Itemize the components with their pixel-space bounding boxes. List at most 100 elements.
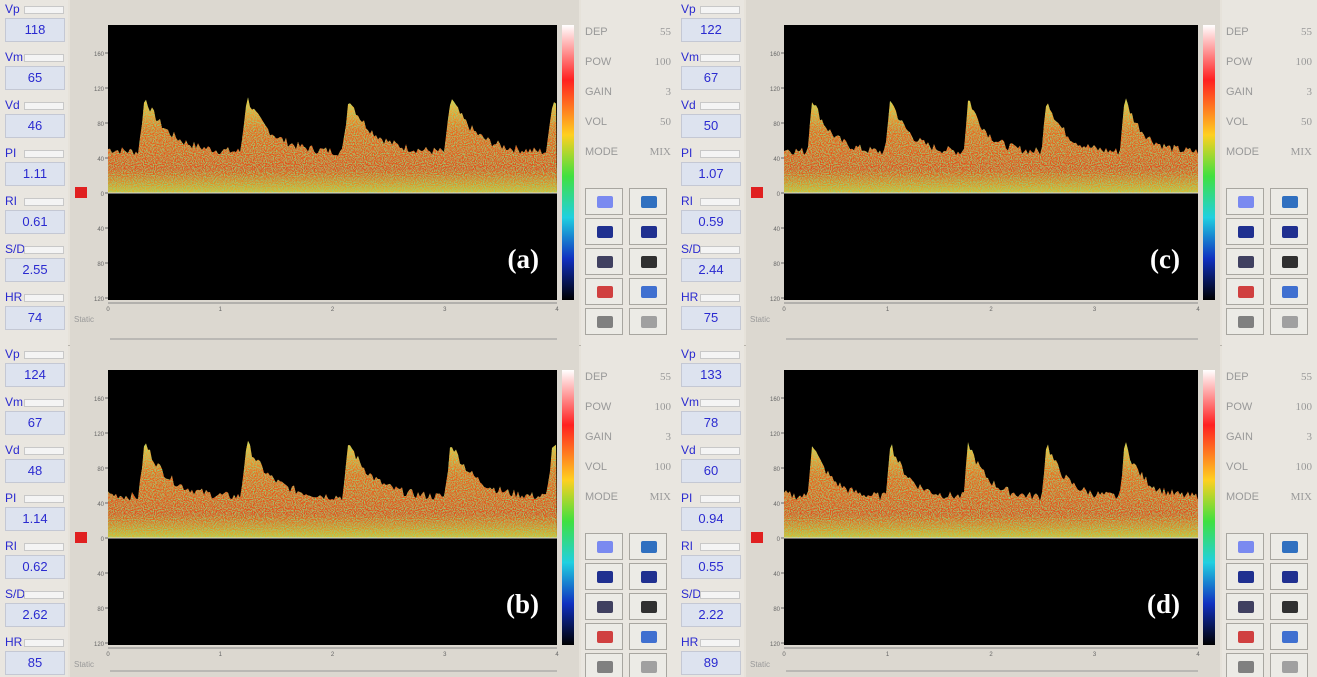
measurement-value: 2.44 xyxy=(681,258,741,282)
y-axis-label: 120 xyxy=(94,87,105,93)
toolbar-button[interactable] xyxy=(585,218,623,245)
measurement-label: RI xyxy=(5,194,17,208)
setting-value: 3 xyxy=(665,86,672,98)
measurement-label: S/D xyxy=(5,587,26,601)
setting: GAIN 3 xyxy=(585,431,671,443)
toolbar-button[interactable] xyxy=(1226,563,1264,590)
measurement-value: 122 xyxy=(681,18,741,42)
measurement: Vp 118 xyxy=(2,2,66,48)
y-axis-label: 40 xyxy=(773,572,780,578)
measurement-value: 2.22 xyxy=(681,603,741,627)
button-icon xyxy=(1238,316,1254,328)
toolbar-button[interactable] xyxy=(585,623,623,650)
toolbar-button[interactable] xyxy=(1270,563,1308,590)
toolbar-button[interactable] xyxy=(1226,593,1264,620)
button-icon xyxy=(1238,571,1254,583)
setting-label: POW xyxy=(585,401,612,413)
toolbar-button[interactable] xyxy=(629,593,667,620)
toolbar-button[interactable] xyxy=(1226,248,1264,275)
toolbar-button[interactable] xyxy=(629,188,667,215)
x-axis-label: 0 xyxy=(106,307,110,313)
measurement-slider xyxy=(24,447,64,455)
button-icon xyxy=(1238,286,1254,298)
settings-column: DEP 55 POW 100 GAIN 3 VOL 100 MODE MIX xyxy=(581,345,676,677)
mode-label: Static xyxy=(750,660,770,669)
toolbar-button[interactable] xyxy=(1226,188,1264,215)
toolbar-button[interactable] xyxy=(1270,188,1308,215)
measurement-value: 67 xyxy=(5,411,65,435)
toolbar-button[interactable] xyxy=(1270,533,1308,560)
setting-value: 55 xyxy=(1301,371,1312,383)
toolbar-button[interactable] xyxy=(1226,623,1264,650)
toolbar-button[interactable] xyxy=(1270,593,1308,620)
toolbar-button[interactable] xyxy=(585,248,623,275)
panel: Vp 118 Vm 65 Vd 46 PI 1.11 RI 0.61 S/D 2.55 HR 74 160 1… xyxy=(0,0,676,346)
measurement-column: Vp 122 Vm 67 Vd 50 PI 1.07 RI 0.59 S/D 2.44 HR 75 xyxy=(676,0,744,345)
toolbar-button[interactable] xyxy=(1270,218,1308,245)
toolbar-button[interactable] xyxy=(1270,653,1308,677)
y-axis-label: 40 xyxy=(97,502,104,508)
setting: DEP 55 xyxy=(1226,371,1312,383)
setting-label: DEP xyxy=(1226,371,1249,383)
measurement-value: 48 xyxy=(5,459,65,483)
measurement-slider xyxy=(24,246,64,254)
toolbar-button[interactable] xyxy=(585,278,623,305)
setting-label: DEP xyxy=(1226,26,1249,38)
measurement-slider xyxy=(700,543,740,551)
toolbar-button[interactable] xyxy=(1226,308,1264,335)
button-icon xyxy=(641,256,657,268)
toolbar-button[interactable] xyxy=(629,653,667,677)
panel-label: (b) xyxy=(506,589,539,619)
toolbar-button[interactable] xyxy=(585,563,623,590)
button-icon xyxy=(597,661,613,673)
toolbar-button[interactable] xyxy=(1270,623,1308,650)
toolbar-button[interactable] xyxy=(629,308,667,335)
toolbar-button[interactable] xyxy=(585,533,623,560)
y-axis-label: 120 xyxy=(94,432,105,438)
setting: GAIN 3 xyxy=(585,86,671,98)
measurement: Vp 122 xyxy=(678,2,742,48)
measurement-label: S/D xyxy=(681,587,702,601)
y-axis-label: 160 xyxy=(770,397,781,403)
measurement-slider xyxy=(700,246,740,254)
measurement: HR 74 xyxy=(2,290,66,336)
toolbar-button[interactable] xyxy=(629,248,667,275)
settings-column: DEP 55 POW 100 GAIN 3 VOL 50 MODE MIX xyxy=(1222,0,1317,345)
x-axis-label: 1 xyxy=(886,307,890,313)
x-axis-label: 2 xyxy=(989,652,993,658)
measurement: PI 0.94 xyxy=(678,491,742,537)
toolbar-button[interactable] xyxy=(629,278,667,305)
setting: POW 100 xyxy=(1226,401,1312,413)
setting: VOL 50 xyxy=(585,116,671,128)
toolbar-button[interactable] xyxy=(1270,278,1308,305)
toolbar-button[interactable] xyxy=(1226,278,1264,305)
toolbar-button[interactable] xyxy=(629,563,667,590)
toolbar-button[interactable] xyxy=(585,188,623,215)
toolbar-button[interactable] xyxy=(585,653,623,677)
measurement-slider xyxy=(700,495,740,503)
measurement-slider xyxy=(700,294,740,302)
toolbar-button[interactable] xyxy=(629,533,667,560)
toolbar-button[interactable] xyxy=(1226,218,1264,245)
x-axis-label: 1 xyxy=(886,652,890,658)
toolbar-button[interactable] xyxy=(1226,533,1264,560)
toolbar-button[interactable] xyxy=(585,593,623,620)
toolbar-button[interactable] xyxy=(585,308,623,335)
x-axis-label: 1 xyxy=(219,307,223,313)
toolbar-button[interactable] xyxy=(1270,308,1308,335)
measurement-value: 124 xyxy=(5,363,65,387)
measurement-label: PI xyxy=(681,146,693,160)
measurement-slider xyxy=(24,102,64,110)
setting-label: DEP xyxy=(585,26,608,38)
toolbar-button[interactable] xyxy=(1226,653,1264,677)
toolbar-button[interactable] xyxy=(629,218,667,245)
measurement-label: HR xyxy=(5,290,23,304)
measurement-slider xyxy=(24,543,64,551)
toolbar-button[interactable] xyxy=(629,623,667,650)
button-icon xyxy=(1282,661,1298,673)
toolbar-button[interactable] xyxy=(1270,248,1308,275)
setting: POW 100 xyxy=(1226,56,1312,68)
measurement-label: Vd xyxy=(681,98,696,112)
y-axis-label: 160 xyxy=(94,397,105,403)
